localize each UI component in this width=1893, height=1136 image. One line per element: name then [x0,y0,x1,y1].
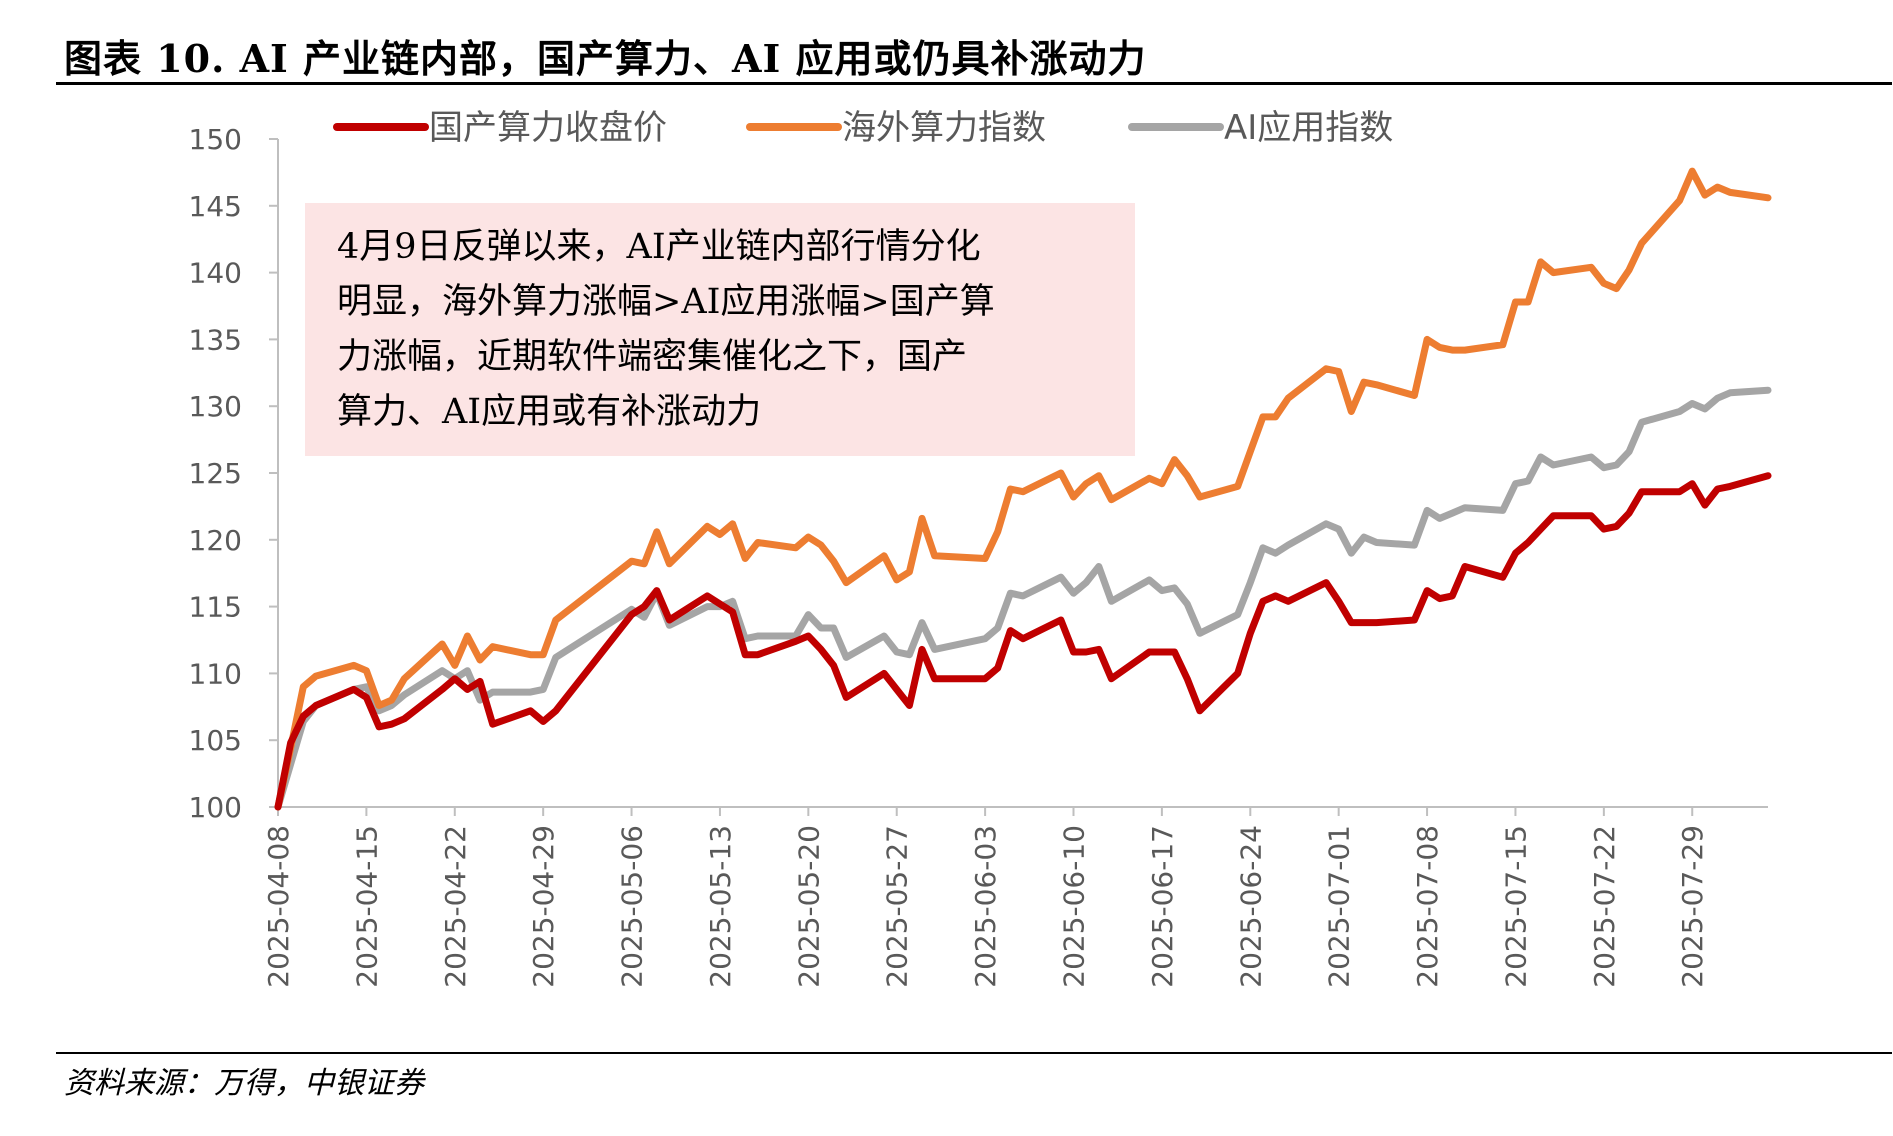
y-tick-label: 145 [189,190,242,223]
y-tick-label: 100 [189,791,242,824]
legend-label: 国产算力收盘价 [429,108,667,148]
x-tick-label: 2025-07-08 [1411,825,1444,988]
annotation-line: 算力、AI应用或有补涨动力 [337,392,761,432]
x-tick-label: 2025-07-01 [1323,825,1356,988]
source-note: 资料来源：万得，中银证券 [64,1066,424,1101]
bottom-rule [56,1052,1892,1054]
annotation-line: 4月9日反弹以来，AI产业链内部行情分化 [337,227,981,267]
y-tick-label: 115 [189,591,242,624]
x-tick-label: 2025-06-03 [969,825,1002,988]
x-tick-label: 2025-06-24 [1234,825,1267,988]
x-tick-label: 2025-05-20 [792,825,825,988]
y-tick-label: 125 [189,457,242,490]
x-tick-label: 2025-05-06 [616,825,649,988]
y-tick-label: 140 [189,257,242,290]
x-tick-label: 2025-05-13 [704,825,737,988]
annotation-box: 4月9日反弹以来，AI产业链内部行情分化明显，海外算力涨幅>AI应用涨幅>国产算… [305,203,1135,456]
legend-label: 海外算力指数 [842,108,1046,148]
y-tick-label: 150 [189,123,242,156]
annotation-line: 明显，海外算力涨幅>AI应用涨幅>国产算 [337,282,995,322]
series-lines [274,167,1772,811]
y-tick-label: 105 [189,724,242,757]
chart-title: 图表 10. AI 产业链内部，国产算力、AI 应用或仍具补涨动力 [64,36,1147,81]
y-tick-label: 120 [189,524,242,557]
x-tick-label: 2025-05-27 [881,825,914,988]
y-tick-label: 110 [189,657,242,690]
x-tick-label: 2025-07-22 [1588,825,1621,988]
x-tick-label: 2025-06-17 [1146,825,1179,988]
series-line [274,386,1772,811]
y-tick-label: 135 [189,323,242,356]
top-rule [56,82,1892,85]
series-line [274,472,1772,811]
series-line [274,167,1772,811]
x-tick-label: 2025-04-08 [262,825,295,988]
legend: 国产算力收盘价 海外算力指数 AI应用指数 [333,108,1393,148]
line-chart: 4月9日反弹以来，AI产业链内部行情分化明显，海外算力涨幅>AI应用涨幅>国产算… [189,108,1772,988]
x-tick-label: 2025-07-15 [1499,825,1532,988]
x-tick-label: 2025-04-22 [439,825,472,988]
x-tick-label: 2025-07-29 [1676,825,1709,988]
axes: 100 105 110 115 120 125 130 135 140 145 150 2025-04… [189,123,1768,988]
annotation-line: 力涨幅，近期软件端密集催化之下，国产 [337,337,967,377]
x-tick-label: 2025-04-29 [527,825,560,988]
y-tick-label: 130 [189,390,242,423]
legend-label: AI应用指数 [1224,108,1393,148]
x-tick-label: 2025-04-15 [350,825,383,988]
annotation-background [305,203,1135,456]
x-tick-label: 2025-06-10 [1058,825,1091,988]
